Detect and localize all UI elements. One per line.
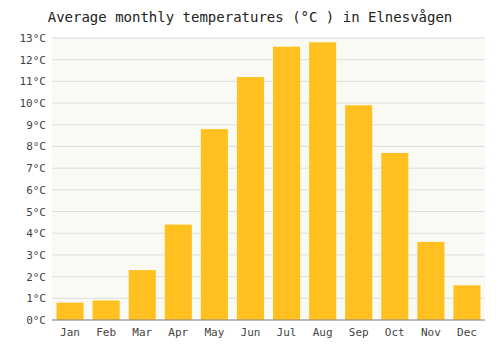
plot-background xyxy=(52,38,485,320)
grid-line xyxy=(52,320,485,321)
grid-line xyxy=(52,59,485,60)
x-tick-label: May xyxy=(204,326,224,339)
y-tick-label: 11°C xyxy=(20,75,47,88)
y-tick-label: 9°C xyxy=(26,119,46,132)
x-tick-label: Dec xyxy=(457,326,477,339)
x-tick-label: Mar xyxy=(132,326,152,339)
x-tick-label: Feb xyxy=(96,326,116,339)
bar xyxy=(165,225,192,320)
y-tick-label: 4°C xyxy=(26,227,46,240)
grid-line xyxy=(52,146,485,147)
grid-line xyxy=(52,103,485,104)
title: Average monthly temperatures (°C ) in El… xyxy=(48,9,453,25)
x-axis xyxy=(52,320,485,321)
y-tick-label: 12°C xyxy=(20,54,47,67)
y-tick-label: 0°C xyxy=(26,314,46,327)
y-tick-label: 1°C xyxy=(26,292,46,305)
y-tick-label: 6°C xyxy=(26,184,46,197)
grid-line xyxy=(52,189,485,190)
bar xyxy=(345,105,372,320)
y-tick-label: 3°C xyxy=(26,249,46,262)
x-tick-label: Oct xyxy=(385,326,405,339)
x-tick-label: Jan xyxy=(60,326,80,339)
x-tick-label: Sep xyxy=(349,326,369,339)
bar xyxy=(93,300,120,320)
x-tick-label: Aug xyxy=(313,326,333,339)
grid-line xyxy=(52,168,485,169)
bar xyxy=(417,242,444,320)
y-tick-label: 5°C xyxy=(26,206,46,219)
bar xyxy=(309,42,336,320)
y-tick-label: 13°C xyxy=(20,32,47,45)
grid-line xyxy=(52,233,485,234)
grid-line xyxy=(52,81,485,82)
x-tick-label: Jul xyxy=(277,326,297,339)
x-tick-label: Nov xyxy=(421,326,441,339)
grid-line xyxy=(52,124,485,125)
y-tick-label: 10°C xyxy=(20,97,47,110)
bar xyxy=(273,47,300,320)
bar xyxy=(57,303,84,320)
bar xyxy=(381,153,408,320)
y-tick-label: 2°C xyxy=(26,271,46,284)
grid-line xyxy=(52,38,485,39)
bar xyxy=(129,270,156,320)
chart: Average monthly temperatures (°C ) in El… xyxy=(0,0,500,350)
grid xyxy=(52,38,485,320)
bars xyxy=(57,42,481,320)
bar xyxy=(453,285,480,320)
x-tick-label: Apr xyxy=(168,326,188,339)
grid-line xyxy=(52,211,485,212)
y-tick-label: 8°C xyxy=(26,140,46,153)
bar xyxy=(201,129,228,320)
x-tick-label: Jun xyxy=(241,326,261,339)
bar xyxy=(237,77,264,320)
y-tick-label: 7°C xyxy=(26,162,46,175)
